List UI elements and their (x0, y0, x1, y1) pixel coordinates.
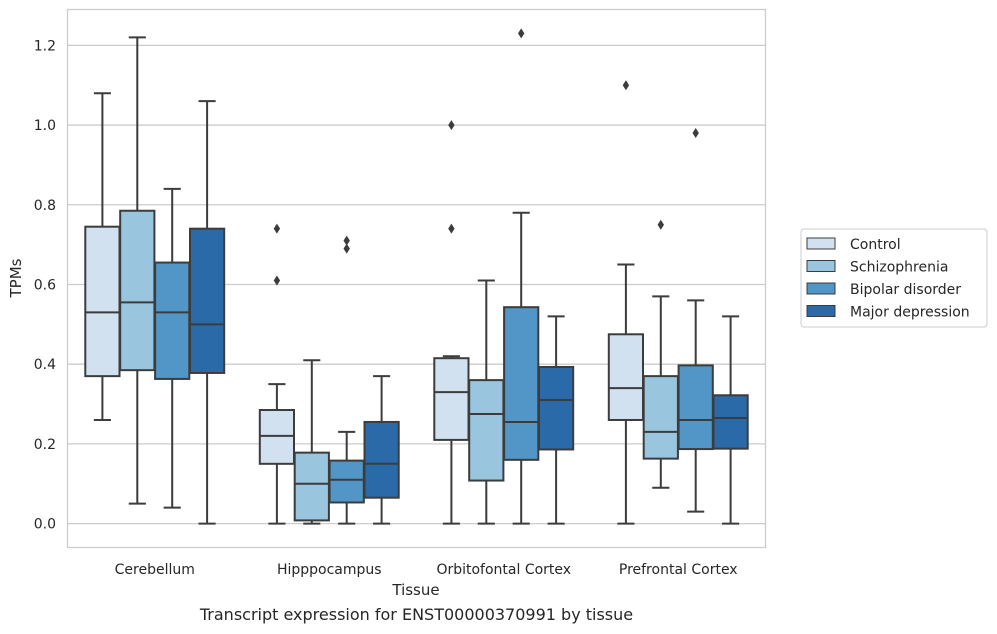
box-body (677, 364, 714, 451)
box-body (154, 261, 191, 380)
box-body (328, 459, 365, 504)
x-tick-label: Prefrontal Cortex (619, 562, 738, 578)
figure-caption: Transcript expression for ENST0000037099… (199, 605, 634, 624)
legend-label: Major depression (850, 305, 970, 321)
box-body (712, 394, 749, 450)
x-tick-label: Hipppocampus (277, 562, 382, 578)
outlier-point (343, 243, 350, 254)
box-schizophrenia (119, 36, 156, 505)
box-control (607, 80, 645, 525)
legend-swatch (806, 282, 836, 295)
box-body (363, 420, 400, 499)
y-tick-label: 0.2 (34, 437, 56, 453)
box-schizophrenia (468, 279, 505, 525)
outlier-point (657, 219, 664, 230)
box-bipolar-disorder (154, 187, 191, 509)
box-major-depression (712, 315, 749, 525)
y-tick-label: 0.8 (34, 198, 56, 214)
legend-swatch (806, 305, 836, 317)
box-body (119, 209, 156, 372)
x-tick-label: Cerebellum (115, 562, 195, 578)
y-axis-label: TPMs (7, 258, 25, 298)
y-axis-ticks: 0.0 0.2 0.4 0.6 0.8 1.0 1.2 (34, 38, 56, 532)
y-tick-label: 0.4 (34, 357, 56, 373)
box-body (293, 451, 330, 522)
outlier-point (622, 80, 630, 91)
legend-swatch (806, 260, 836, 272)
legend: Control Schizophrenia Bipolar disorder Majo… (800, 228, 988, 328)
box-body (607, 333, 645, 421)
box-body (642, 375, 679, 460)
box-major-depression (188, 100, 226, 525)
outlier-point (448, 223, 455, 234)
box-schizophrenia (642, 219, 679, 489)
outlier-point (343, 235, 350, 246)
y-tick-label: 0.0 (34, 517, 56, 533)
box-body (84, 225, 121, 378)
x-tick-label: Orbitofontal Cortex (436, 562, 571, 578)
plot-frame (66, 8, 767, 549)
legend-label: Control (850, 237, 901, 253)
outlier-point (448, 120, 455, 131)
x-axis-ticks: Cerebellum Hipppocampus Orbitofontal Corte… (115, 562, 738, 578)
outlier-point (273, 275, 281, 286)
box-body (537, 365, 575, 451)
box-groups (84, 28, 749, 525)
x-axis-label: Tissue (391, 581, 439, 599)
y-tick-label: 1.0 (34, 118, 56, 134)
box-control (258, 223, 296, 525)
box-control (433, 120, 470, 525)
box-bipolar-disorder (677, 128, 714, 513)
box-bipolar-disorder (503, 28, 540, 525)
outlier-point (518, 28, 525, 39)
box-schizophrenia (293, 359, 330, 525)
legend-label: Schizophrenia (850, 260, 948, 276)
box-control (84, 92, 121, 421)
legend-swatch (806, 237, 836, 250)
legend-label: Bipolar disorder (850, 282, 961, 298)
y-tick-label: 0.6 (34, 277, 56, 293)
box-major-depression (537, 315, 575, 525)
box-major-depression (363, 375, 400, 525)
box-bipolar-disorder (328, 235, 365, 525)
outlier-point (692, 128, 699, 139)
legend-frame (800, 228, 988, 328)
box-body (188, 227, 226, 374)
outlier-point (273, 223, 281, 234)
box-body (433, 357, 470, 441)
y-tick-label: 1.2 (34, 38, 56, 54)
box-body (468, 379, 505, 482)
box-body (503, 306, 540, 461)
